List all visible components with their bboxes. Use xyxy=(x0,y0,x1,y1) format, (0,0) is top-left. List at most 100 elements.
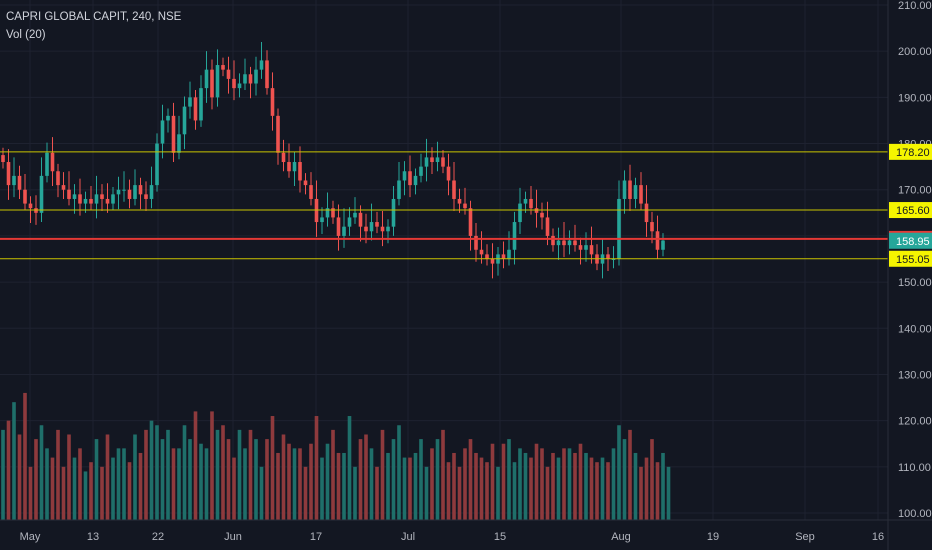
volume-bar xyxy=(358,439,363,520)
volume-bar xyxy=(573,452,577,520)
candle-body xyxy=(331,208,335,218)
candle-body xyxy=(644,203,649,223)
volume-bar xyxy=(72,457,77,520)
candle-body xyxy=(633,185,638,199)
candle-body xyxy=(232,78,236,89)
candle-body xyxy=(116,189,121,195)
volume-bar xyxy=(45,448,49,520)
price-badge xyxy=(889,143,932,160)
volume-bar xyxy=(408,457,412,520)
candle-body xyxy=(226,69,231,79)
candle-body xyxy=(210,69,214,98)
volume-bar xyxy=(6,420,11,520)
candle-body xyxy=(408,171,412,186)
volume-bar xyxy=(215,429,220,520)
candle-body xyxy=(589,245,594,255)
candle-body xyxy=(639,185,643,204)
volume-bar xyxy=(551,452,555,520)
volume-bar xyxy=(507,439,511,520)
candle-body xyxy=(661,240,665,250)
candle-body xyxy=(419,166,423,176)
volume-bar xyxy=(435,439,440,520)
volume-bar xyxy=(270,416,275,520)
volume-bar xyxy=(166,429,170,520)
price-tick-label: 200.00 xyxy=(898,46,932,58)
price-tick-label: 210.00 xyxy=(898,0,932,12)
volume-bar xyxy=(144,429,148,520)
candle-body xyxy=(182,106,187,135)
price-badge-label: 158.95 xyxy=(896,236,930,248)
candle-body xyxy=(342,226,346,236)
candle-body xyxy=(89,198,93,204)
volume-bar xyxy=(666,466,671,520)
candle-body xyxy=(617,198,621,259)
volume-bar xyxy=(595,462,599,520)
candle-body xyxy=(122,189,126,191)
price-tick-labels: 210.00200.00190.00180.00170.00160.00150.… xyxy=(898,0,932,520)
volume-indicator-label[interactable]: Vol (20) xyxy=(6,29,46,41)
candle-body xyxy=(628,180,632,199)
candle-body xyxy=(276,115,280,153)
volume-bar xyxy=(127,462,132,520)
price-tick-label: 140.00 xyxy=(898,323,932,335)
candle-body xyxy=(540,212,544,218)
price-tick-label: 150.00 xyxy=(898,277,932,289)
volume-bar xyxy=(133,434,137,520)
volume-bar xyxy=(380,429,385,520)
candle-body xyxy=(353,212,357,218)
candle-body xyxy=(188,97,192,107)
candle-body xyxy=(105,198,110,204)
candle-body xyxy=(23,189,27,204)
candle-body xyxy=(133,185,137,199)
price-levels xyxy=(0,151,888,260)
volume-bar xyxy=(578,443,583,520)
volume-bar xyxy=(375,466,379,520)
candle-body xyxy=(265,60,269,89)
time-tick-label: 13 xyxy=(87,531,99,543)
candle-body xyxy=(380,226,385,232)
price-badge xyxy=(889,232,932,249)
candle-body xyxy=(463,203,467,209)
candle-body xyxy=(28,203,33,209)
volume-bar xyxy=(584,452,588,520)
volume-bar xyxy=(534,443,539,520)
volume-bar xyxy=(347,416,352,520)
time-tick-label: 15 xyxy=(494,531,506,543)
volume-bar xyxy=(518,448,522,520)
candle-body xyxy=(149,185,154,199)
volume-bar xyxy=(369,448,374,520)
volume-bar xyxy=(611,448,616,520)
volume-bar xyxy=(391,439,396,520)
volume-bar xyxy=(276,452,280,520)
volume-bar xyxy=(12,402,16,520)
candle-body xyxy=(567,240,572,246)
volume-bar xyxy=(446,462,451,520)
volume-bar xyxy=(67,434,71,520)
candle-body xyxy=(221,65,225,70)
volume-bar xyxy=(485,462,489,520)
candle-body xyxy=(298,162,302,181)
volume-bar xyxy=(402,457,407,520)
price-tick-label: 120.00 xyxy=(898,416,932,428)
volume-bar xyxy=(562,448,566,520)
candle-body xyxy=(303,180,308,186)
time-tick-labels: May 13 22 Jun 17 Jul 15 Aug 19 Sep 16 xyxy=(20,531,885,543)
candle-body xyxy=(292,162,297,172)
price-badge-label: 165.60 xyxy=(896,205,930,217)
volume-bar xyxy=(78,448,82,520)
candle-body xyxy=(397,180,401,199)
volume-bar xyxy=(424,466,429,520)
volume-bar xyxy=(413,452,418,520)
candle-body xyxy=(347,217,352,227)
candle-body xyxy=(402,171,407,181)
candle-body xyxy=(358,212,363,227)
candle-body xyxy=(39,175,44,213)
candle-body xyxy=(6,162,11,186)
candle-body xyxy=(83,198,88,204)
time-tick-label: 16 xyxy=(872,531,884,543)
candle-body xyxy=(507,249,511,259)
volume-bar xyxy=(430,448,434,520)
volume-bar xyxy=(600,457,605,520)
